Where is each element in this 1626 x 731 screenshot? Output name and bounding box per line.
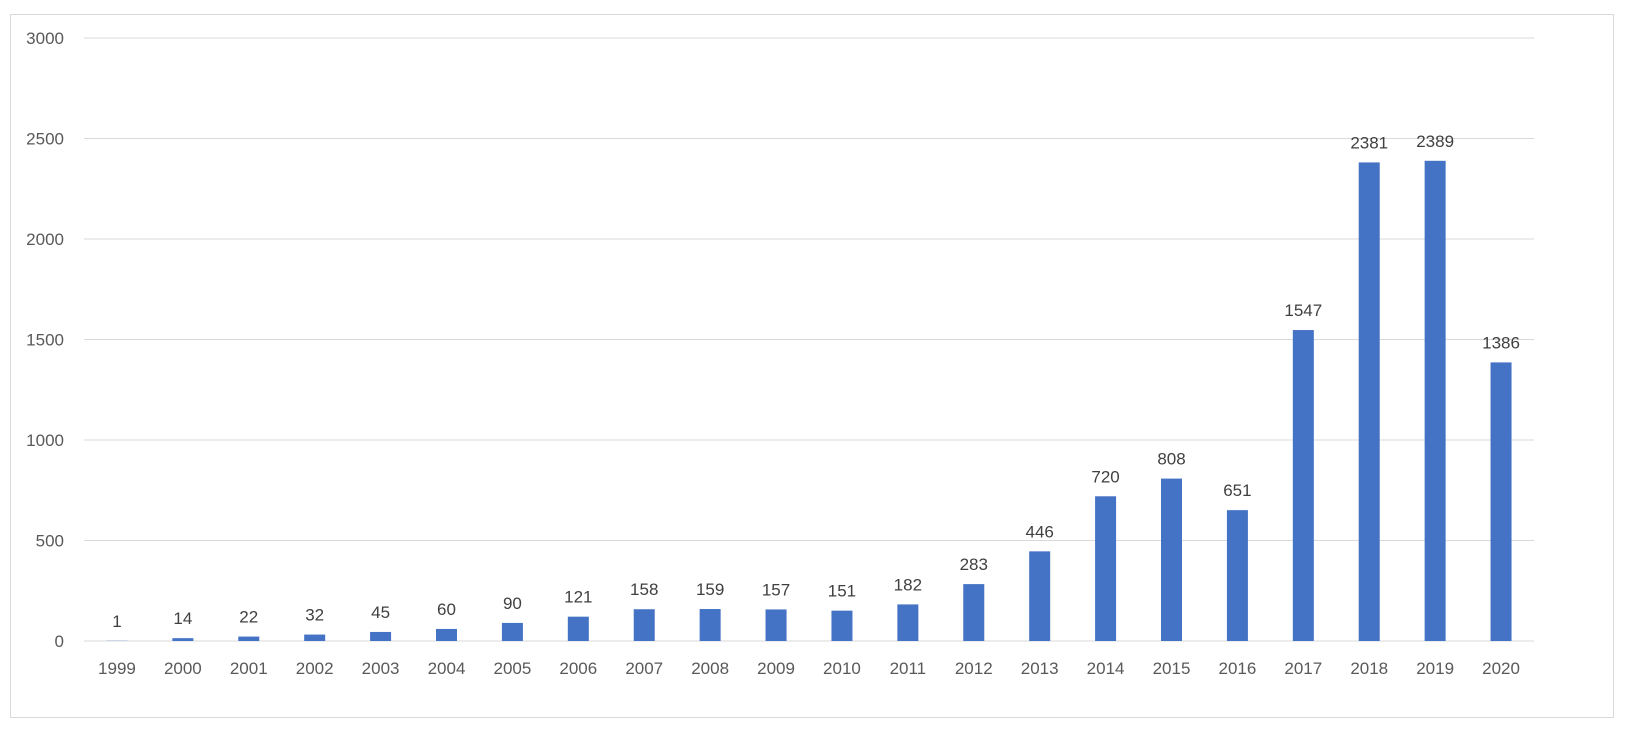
data-label: 651	[1223, 481, 1251, 500]
x-tick-label: 2001	[230, 659, 268, 678]
data-label: 22	[239, 608, 258, 627]
x-tick-label: 2003	[362, 659, 400, 678]
bar-2018	[1358, 162, 1380, 641]
data-label: 121	[564, 588, 592, 607]
bar-2011	[897, 604, 919, 641]
data-label: 159	[696, 580, 724, 599]
data-label: 157	[762, 580, 790, 599]
x-axis-ticks: 1999 2000 2001 2002 2003 2004 2005 2006 2007 2008…	[98, 659, 1520, 678]
bar-2003	[370, 631, 392, 641]
x-tick-label: 2007	[625, 659, 663, 678]
data-label: 151	[828, 582, 856, 601]
x-tick-label: 2015	[1153, 659, 1191, 678]
bar-2008	[699, 609, 721, 641]
x-tick-label: 2013	[1021, 659, 1059, 678]
data-label: 1	[112, 612, 121, 631]
bar-2012	[963, 584, 985, 641]
data-label: 808	[1157, 450, 1185, 469]
x-tick-label: 2019	[1416, 659, 1454, 678]
data-label: 2389	[1416, 132, 1454, 151]
x-tick-label: 2005	[493, 659, 531, 678]
bar-2009	[765, 609, 787, 641]
bar-2017	[1292, 330, 1314, 641]
x-tick-label: 2016	[1218, 659, 1256, 678]
data-label: 32	[305, 606, 324, 625]
y-tick-label: 0	[55, 632, 64, 651]
bar-2000	[172, 638, 194, 641]
y-axis-ticks: 0 500 1000 1500 2000 2500 3000	[26, 29, 64, 651]
data-label: 720	[1091, 467, 1119, 486]
y-tick-label: 3000	[26, 29, 64, 48]
bar-2002	[304, 634, 326, 641]
data-label: 283	[960, 555, 988, 574]
bar-2005	[501, 622, 523, 641]
data-label: 446	[1025, 522, 1053, 541]
data-label: 1386	[1482, 333, 1520, 352]
y-tick-label: 2500	[26, 130, 64, 149]
x-tick-label: 1999	[98, 659, 136, 678]
chart-frame	[10, 14, 1614, 718]
y-tick-label: 500	[36, 532, 64, 551]
y-tick-label: 2000	[26, 230, 64, 249]
bars	[106, 160, 1512, 641]
x-tick-label: 2018	[1350, 659, 1388, 678]
x-tick-label: 2011	[890, 659, 927, 678]
data-label: 60	[437, 600, 456, 619]
x-tick-label: 2014	[1087, 659, 1125, 678]
x-tick-label: 2006	[559, 659, 597, 678]
gridlines	[84, 37, 1534, 642]
x-tick-label: 2008	[691, 659, 729, 678]
x-tick-label: 2010	[823, 659, 861, 678]
x-tick-label: 2002	[296, 659, 334, 678]
bar-2019	[1424, 160, 1446, 641]
data-label: 1547	[1284, 301, 1322, 320]
data-label: 90	[503, 594, 522, 613]
bar-2004	[436, 628, 457, 641]
x-tick-label: 2020	[1482, 659, 1520, 678]
x-tick-label: 2000	[164, 659, 202, 678]
y-tick-label: 1500	[26, 331, 64, 350]
bar-2006	[567, 616, 589, 641]
bar-2014	[1095, 496, 1117, 641]
data-label: 14	[173, 609, 192, 628]
bar-2007	[633, 609, 655, 641]
data-label: 45	[371, 603, 390, 622]
y-tick-label: 1000	[26, 431, 64, 450]
data-label: 182	[894, 575, 922, 594]
x-tick-label: 2017	[1284, 659, 1322, 678]
bar-2015	[1161, 478, 1182, 641]
bar-2016	[1226, 510, 1248, 641]
x-tick-label: 2009	[757, 659, 795, 678]
bar-2020	[1490, 362, 1512, 641]
data-label: 2381	[1350, 133, 1388, 152]
x-tick-label: 2012	[955, 659, 993, 678]
bar-2010	[831, 610, 853, 641]
data-label: 158	[630, 580, 658, 599]
bar-2013	[1029, 551, 1051, 641]
x-tick-label: 2004	[428, 659, 466, 678]
data-labels: 1 14 22 32 45 60 90 121 158 159 157 151 182 283 446 720…	[112, 132, 1520, 631]
bar-2001	[238, 636, 260, 641]
